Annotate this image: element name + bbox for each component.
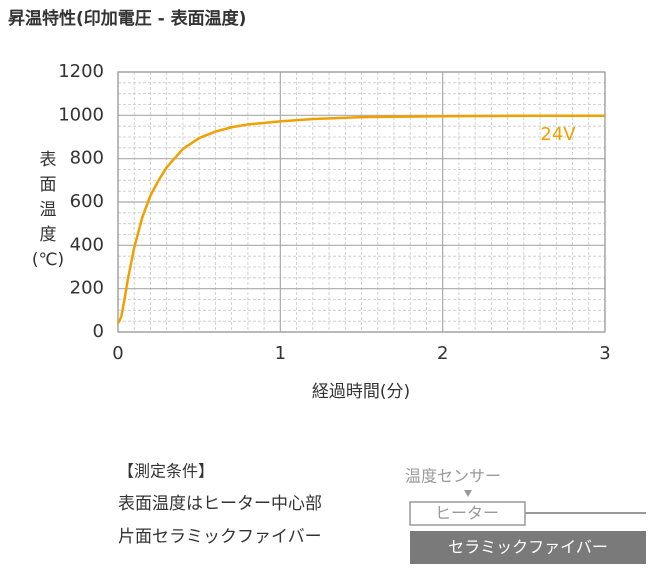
conditions-heading: 【測定条件】 — [118, 462, 214, 481]
plot-frame — [117, 71, 606, 333]
data-line — [116, 114, 605, 324]
condition-line: 片面セラミックファイバー — [118, 527, 322, 547]
series-label: 24V — [540, 124, 576, 145]
x-tick-label: 1 — [275, 343, 286, 364]
y-tick-label: 1000 — [58, 104, 104, 125]
sensor-arrow — [464, 490, 472, 497]
x-tick-label: 3 — [599, 343, 610, 364]
y-tick-label: 400 — [70, 234, 104, 255]
y-tick-label: 600 — [70, 191, 104, 212]
x-axis-label: 経過時間(分) — [312, 382, 410, 402]
y-tick-label: 200 — [70, 278, 104, 299]
fiber-box — [410, 531, 646, 564]
x-tick-label: 2 — [437, 343, 448, 364]
y-tick-label: 800 — [70, 148, 104, 169]
heater-label: ヒーター — [435, 504, 499, 523]
fiber-label: セラミックファイバー — [448, 538, 608, 557]
chart-title: 昇温特性(印加電圧 - 表面温度) — [8, 8, 246, 29]
sensor-label: 温度センサー — [405, 467, 501, 486]
y-axis-label: 表面温度(℃) — [32, 150, 64, 270]
y-tick-label: 0 — [93, 321, 104, 342]
x-tick-label: 0 — [112, 343, 123, 364]
y-tick-label: 1200 — [58, 61, 104, 82]
condition-line: 表面温度はヒーター中心部 — [118, 494, 322, 514]
